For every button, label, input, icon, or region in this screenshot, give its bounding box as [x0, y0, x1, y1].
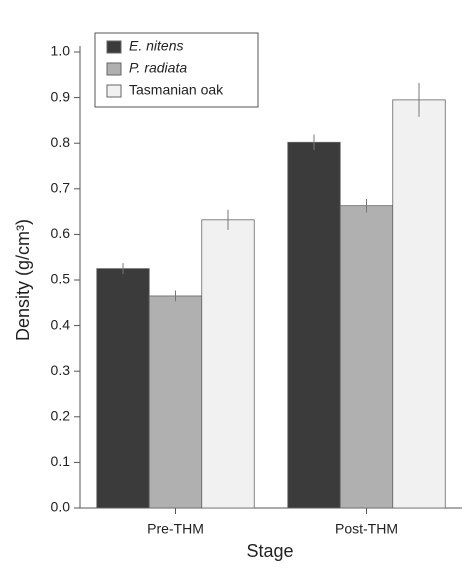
y-tick-label: 0.9 — [51, 88, 71, 104]
legend-label: P. radiata — [129, 60, 187, 76]
legend-label: E. nitens — [129, 38, 183, 54]
x-axis-label: Stage — [246, 541, 293, 561]
x-tick-label: Pre-THM — [147, 521, 204, 537]
legend-swatch — [106, 40, 122, 54]
y-tick-label: 0.1 — [51, 453, 71, 469]
y-tick-label: 0.4 — [51, 316, 71, 332]
bar — [148, 295, 203, 509]
x-tick-label: Post-THM — [335, 521, 398, 537]
legend-label: Tasmanian oak — [129, 82, 224, 98]
y-tick-label: 0.2 — [51, 408, 71, 424]
legend-swatch — [106, 62, 122, 76]
bar — [339, 205, 394, 509]
bar — [287, 141, 341, 509]
bar — [96, 268, 150, 509]
y-tick-label: 0.5 — [51, 271, 71, 287]
y-tick-label: 0.7 — [51, 180, 71, 196]
bar — [201, 219, 255, 509]
y-tick-label: 1.0 — [51, 43, 71, 59]
legend-box — [94, 32, 259, 108]
y-tick-label: 0.3 — [51, 362, 71, 378]
y-axis-label: Density (g/cm³) — [13, 219, 33, 341]
y-tick-label: 0.6 — [51, 225, 71, 241]
legend-swatch — [106, 84, 122, 98]
y-tick-label: 0.8 — [51, 134, 71, 150]
y-tick-label: 0.0 — [51, 499, 71, 515]
bar — [392, 99, 446, 509]
